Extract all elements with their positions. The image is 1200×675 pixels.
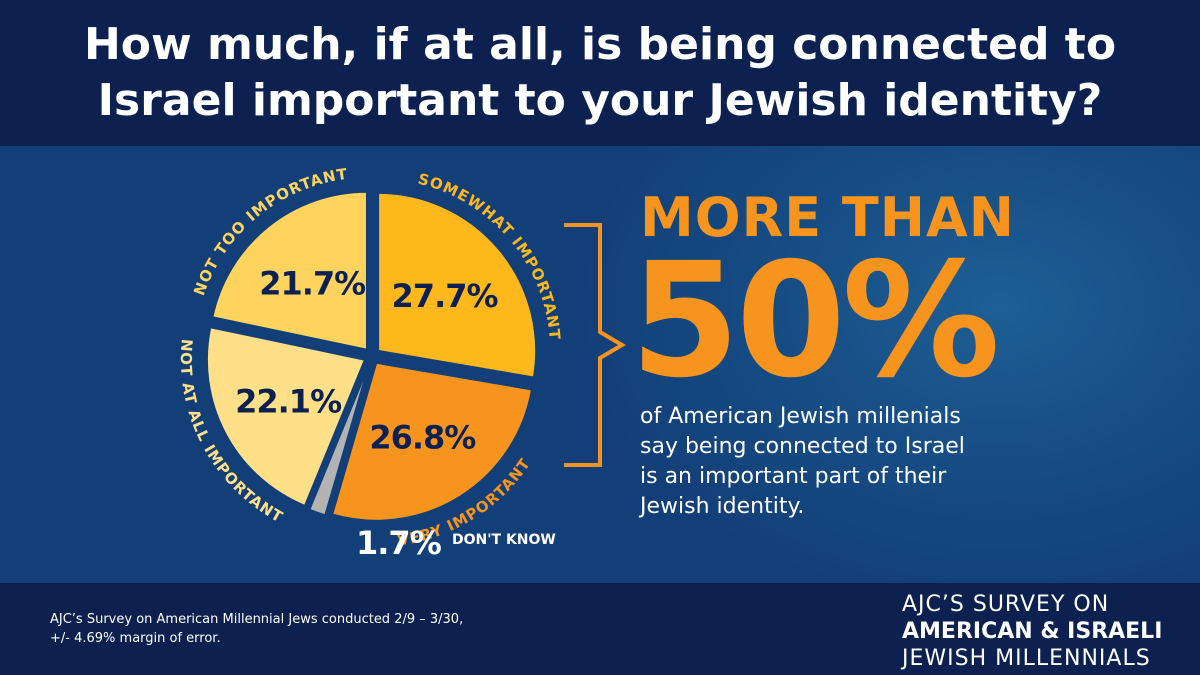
pie-slice-very-important <box>330 361 534 522</box>
brand-line-3: JEWISH MILLENNIALS <box>902 646 1151 671</box>
footer-bar: AJC’s Survey on American Millennial Jews… <box>0 583 1200 675</box>
dont-know-value-label: 1.7% <box>356 524 442 562</box>
callout-body-line: Jewish identity. <box>640 494 805 519</box>
callout-body: of American Jewish millenials say being … <box>640 402 1060 522</box>
pie-value-labels: 27.7% 26.8% 22.1% 21.7% <box>235 264 499 456</box>
brand-line-1: AJC’S SURVEY ON <box>902 592 1110 617</box>
pie-slices <box>205 190 538 522</box>
pie-chart: 27.7%26.8%22.1%21.7% SOMEWHAT IMPORTANTV… <box>177 165 563 562</box>
pie-value-label: 26.8% <box>369 418 476 456</box>
pie-slice-somewhat-important <box>377 191 538 379</box>
callout-body-line: say being connected to Israel <box>640 434 965 459</box>
brand-line-2: AMERICAN & ISRAELI <box>902 619 1163 644</box>
pie-value-label: 27.7% <box>392 277 499 315</box>
title-line-1: How much, if at all, is being connected … <box>83 19 1117 70</box>
dont-know-category-label: DON'T KNOW <box>452 532 556 548</box>
source-note: AJC’s Survey on American Millennial Jews… <box>50 610 463 648</box>
pie-value-label: 22.1% <box>235 382 342 420</box>
pie-value-label: 21.7% <box>259 264 366 302</box>
survey-brand: AJC’S SURVEY ON AMERICAN & ISRAELI JEWIS… <box>902 591 1162 672</box>
title-line-2: Israel important to your Jewish identity… <box>97 75 1103 126</box>
callout-body-line: of American Jewish millenials <box>640 404 961 429</box>
source-line: AJC’s Survey on American Millennial Jews… <box>50 612 464 627</box>
callout-headline: MORE THAN <box>640 186 1015 249</box>
callout-body-line: is an important part of their <box>640 464 947 489</box>
title-banner: How much, if at all, is being connected … <box>0 0 1200 146</box>
pie-slice-not-at-all-important <box>205 326 367 508</box>
pie-slice-dont-know <box>308 363 371 517</box>
bracket-connector <box>564 223 626 467</box>
source-line: +/- 4.69% margin of error. <box>50 631 221 646</box>
pie-slice-not-too-important <box>211 190 368 352</box>
callout-big-value: 50% <box>630 229 1000 413</box>
